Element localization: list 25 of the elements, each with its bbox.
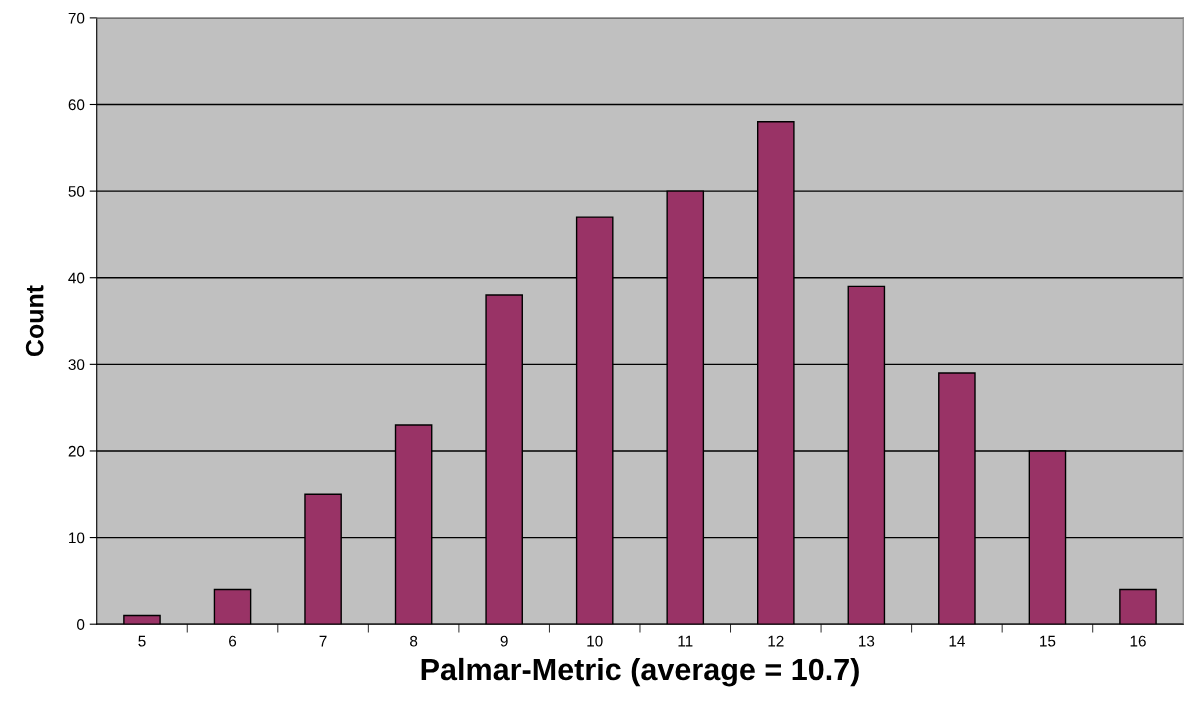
- x-axis-title: Palmar-Metric (average = 10.7): [421, 657, 859, 687]
- y-tick-label: 10: [69, 532, 85, 544]
- x-tick-label: 11: [678, 635, 693, 647]
- bar: [213, 588, 252, 625]
- x-tick-label: 8: [410, 635, 418, 647]
- x-tick-label: 6: [229, 635, 237, 647]
- y-tick-label: 40: [68, 272, 85, 284]
- x-tick-label: 5: [138, 635, 146, 647]
- x-tick-label: 7: [319, 635, 327, 647]
- x-tick-label: 12: [768, 635, 784, 647]
- y-tick-label: 50: [68, 185, 85, 197]
- x-tick-label: 16: [1130, 635, 1146, 647]
- x-tick-label: 15: [1040, 635, 1056, 647]
- bar: [1119, 588, 1157, 625]
- x-tick-label: 9: [500, 635, 508, 647]
- y-axis-title: Count: [25, 285, 44, 357]
- y-tick-label: 60: [68, 99, 85, 111]
- y-tick-label: 0: [77, 619, 85, 630]
- y-tick-label: 20: [68, 445, 85, 457]
- bar: [123, 614, 161, 625]
- x-tick-label: 13: [859, 635, 875, 647]
- x-tick-label: 10: [587, 635, 603, 647]
- y-tick-label: 70: [68, 12, 85, 24]
- y-tick-label: 30: [68, 359, 85, 371]
- x-tick-label: 14: [949, 635, 965, 647]
